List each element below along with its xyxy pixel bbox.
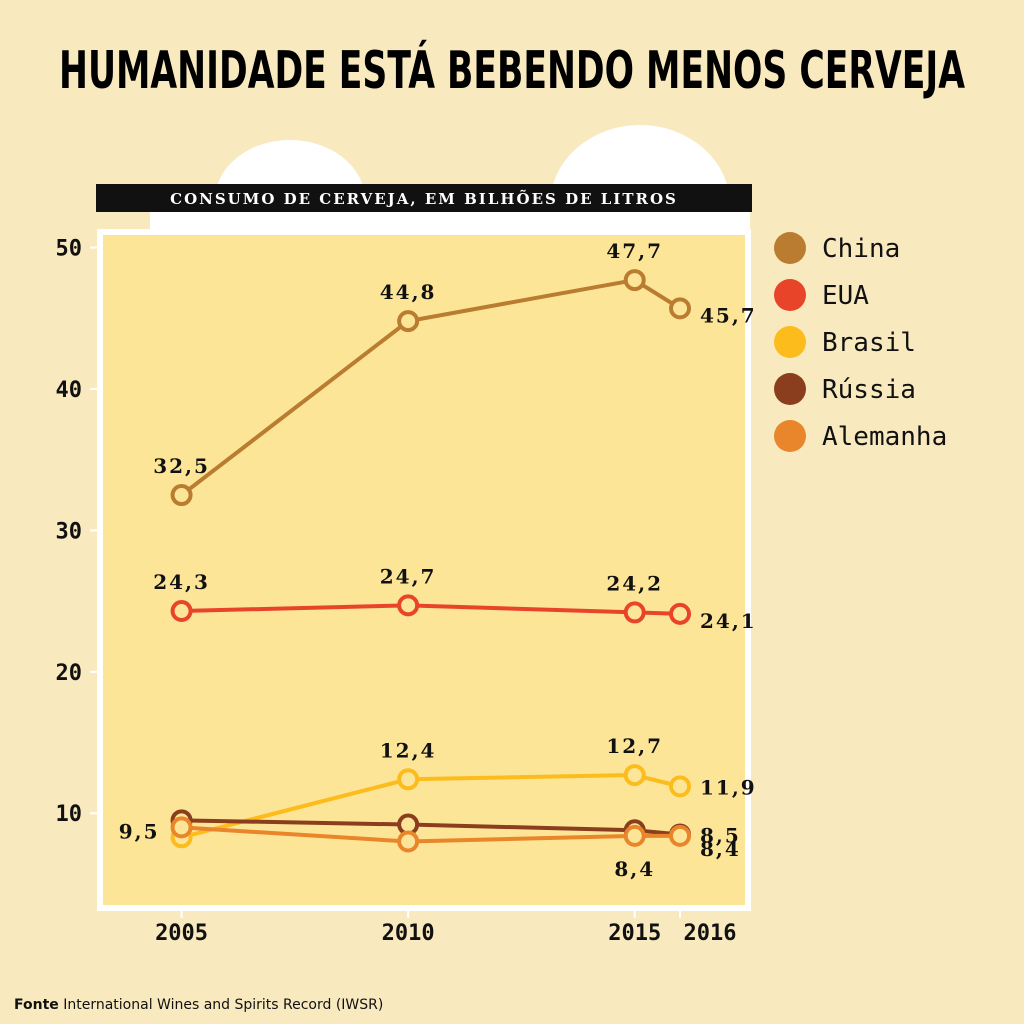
legend-marker — [774, 420, 806, 452]
point — [397, 594, 420, 617]
data-label: 8,4 — [700, 837, 741, 861]
data-label: 9,5 — [119, 819, 160, 843]
series-line — [181, 773, 681, 840]
point — [397, 768, 420, 791]
data-label: 47,7 — [606, 239, 663, 263]
legend-marker — [774, 279, 806, 311]
point — [669, 775, 692, 798]
data-label: 12,4 — [380, 738, 437, 762]
y-tick-label: 50 — [56, 237, 83, 262]
data-label: 24,3 — [153, 570, 210, 594]
y-tick-label: 40 — [56, 378, 83, 403]
data-label: 12,7 — [606, 734, 663, 758]
data-label: 8,4 — [614, 857, 655, 881]
source-label: Fonte — [14, 997, 59, 1013]
legend-marker — [774, 326, 806, 358]
point — [623, 764, 646, 787]
point — [623, 269, 646, 292]
legend-marker — [774, 232, 806, 264]
data-label: 45,7 — [700, 303, 757, 327]
legend-label: Brasil — [822, 328, 916, 358]
data-label: 24,1 — [700, 609, 757, 633]
series-line — [181, 818, 681, 837]
point — [623, 601, 646, 624]
point — [170, 600, 193, 623]
source-text: International Wines and Spirits Record (… — [63, 997, 383, 1013]
plot-area — [97, 229, 751, 911]
y-tick-label: 30 — [56, 519, 83, 544]
point — [170, 816, 193, 839]
x-tick-label: 2005 — [155, 921, 208, 946]
x-tick-label: 2010 — [382, 921, 435, 946]
data-label: 11,9 — [700, 775, 757, 799]
point — [170, 484, 193, 507]
series-line — [180, 277, 682, 497]
data-label: 24,2 — [606, 571, 663, 595]
data-label: 8,5 — [700, 823, 741, 847]
data-label: 24,7 — [380, 564, 437, 588]
legend-label: China — [822, 234, 900, 264]
data-label: 32,5 — [153, 454, 210, 478]
legend-marker — [774, 373, 806, 405]
subtitle: CONSUMO DE CERVEJA, EM BILHÕES DE LITROS — [170, 189, 678, 208]
legend-label: Rússia — [822, 375, 916, 405]
point — [397, 310, 420, 333]
y-tick-label: 10 — [56, 802, 83, 827]
point — [397, 830, 420, 853]
data-label: 44,8 — [380, 280, 437, 304]
series-line — [181, 825, 681, 844]
y-tick-label: 20 — [56, 661, 83, 686]
legend-label: Alemanha — [822, 422, 947, 452]
point — [669, 297, 692, 320]
point — [669, 824, 692, 847]
point — [623, 824, 646, 847]
chart-title: HUMANIDADE ESTÁ BEBENDO MENOS CERVEJA — [59, 40, 965, 101]
point — [669, 602, 692, 625]
subtitle-box — [96, 184, 752, 212]
x-tick-label: 2015 — [608, 921, 661, 946]
x-tick-label: 2016 — [684, 921, 737, 946]
source: Fonte International Wines and Spirits Re… — [14, 997, 383, 1013]
series-line — [181, 603, 681, 616]
legend-label: EUA — [822, 281, 869, 311]
